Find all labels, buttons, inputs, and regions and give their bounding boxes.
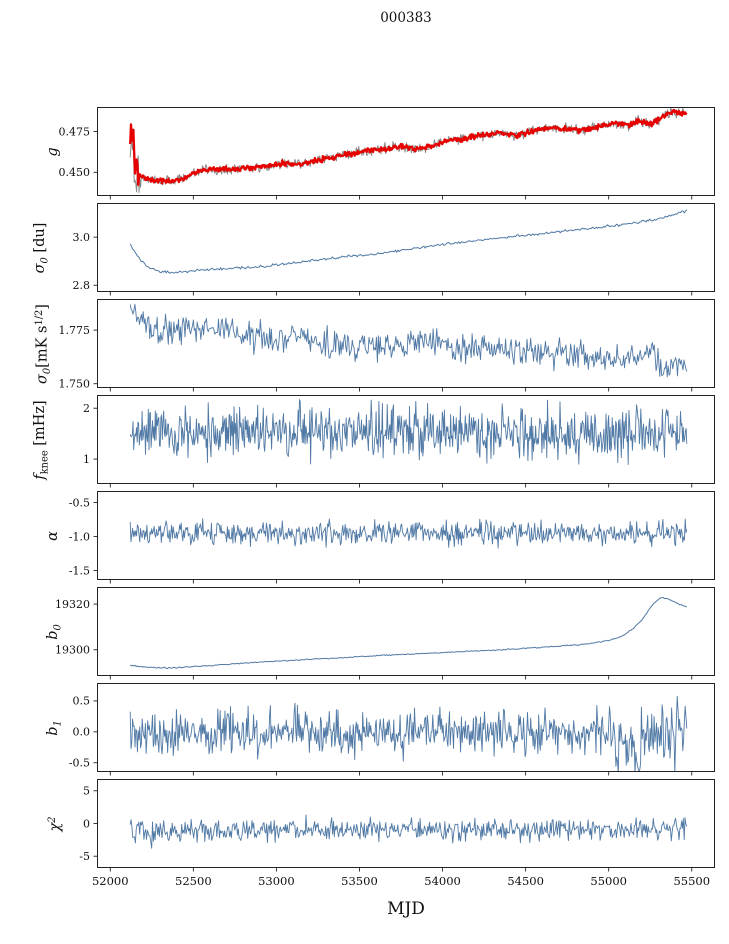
x-tick-label-4: 54000 (424, 874, 461, 888)
x-tick-label-7: 55500 (673, 874, 711, 888)
x-tick-label-5: 54500 (507, 874, 544, 888)
panel-chi2-plot: 5 0 -5 (79, 779, 715, 872)
y-tick-label-chi2-0: 5 (83, 785, 90, 798)
y-tick-label-fknee-1: 1 (83, 453, 90, 466)
y-tick-label-b1-1: 0.0 (73, 726, 91, 739)
y-tick-label-alpha-1: -1.0 (69, 530, 90, 543)
x-tick-label-3: 53500 (341, 874, 378, 888)
series-alpha-line (129, 518, 688, 549)
panel-fknee-plot: 21 (83, 395, 715, 488)
panel-fknee-frame (97, 395, 715, 484)
y-tick-label-alpha-2: -1.5 (69, 564, 90, 577)
y-tick-label-g-1: 0.450 (59, 166, 91, 179)
y-label-chi2: χ2 (47, 815, 64, 832)
y-tick-label-fknee-0: 2 (83, 402, 90, 415)
panel-sigma0-du-plot: 3.0 2.8 (73, 203, 715, 296)
series-sigma0-mK-line (129, 303, 688, 378)
series-smoothed-gain (129, 108, 688, 186)
y-tick-label-b1-2: -0.5 (69, 757, 90, 770)
y-tick-label-g-0: 0.475 (59, 125, 91, 138)
series-b1-line (129, 696, 688, 772)
x-axis-label: MJD (387, 899, 425, 919)
panel-b0-frame (97, 587, 715, 676)
series-sigma0-du-line (129, 209, 688, 274)
panel-b0-plot: 19320 19300 (55, 587, 715, 680)
series-b0-line (129, 597, 688, 670)
panel-alpha-frame (97, 491, 715, 580)
y-tick-label-alpha-0: -0.5 (69, 496, 90, 509)
y-tick-label-chi2-1: 0 (83, 817, 90, 830)
panel-alpha-plot: -0.5 -1.0 -1.5 (69, 491, 715, 584)
series-chi2-line (129, 814, 688, 849)
y-tick-label-b1-0: 0.5 (73, 695, 91, 708)
panel-b1-frame (97, 683, 715, 772)
x-tick-label-2: 53000 (258, 874, 295, 888)
panel-sigma0-mK-plot: 1.775 1.750 (59, 299, 715, 392)
series-fknee-line (129, 399, 688, 465)
y-tick-label-sigma0-du-0: 3.0 (73, 231, 91, 244)
y-tick-label-b0-1: 19300 (55, 644, 90, 657)
panel-sigma0-mK-frame (97, 299, 715, 388)
y-tick-label-sigma0-mK-1: 1.750 (59, 378, 91, 391)
y-tick-label-chi2-2: -5 (79, 850, 90, 863)
panel-sigma0-du-frame (97, 203, 715, 292)
panel-g-plot: 0.475 0.450 (59, 107, 715, 200)
x-tick-label-6: 55000 (590, 874, 627, 888)
panel-g-frame (97, 107, 715, 196)
x-tick-label-0: 52000 (91, 874, 129, 888)
y-tick-label-sigma0-du-1: 2.8 (73, 279, 91, 292)
panel-b1-plot: 0.5 0.0 -0.5 (69, 683, 715, 776)
x-tick-label-1: 52500 (175, 874, 212, 888)
figure-title: 000383 (380, 10, 432, 26)
panel-chi2-frame (97, 779, 715, 868)
y-tick-label-b0-0: 19320 (55, 598, 90, 611)
y-tick-label-sigma0-mK-0: 1.775 (59, 324, 91, 337)
